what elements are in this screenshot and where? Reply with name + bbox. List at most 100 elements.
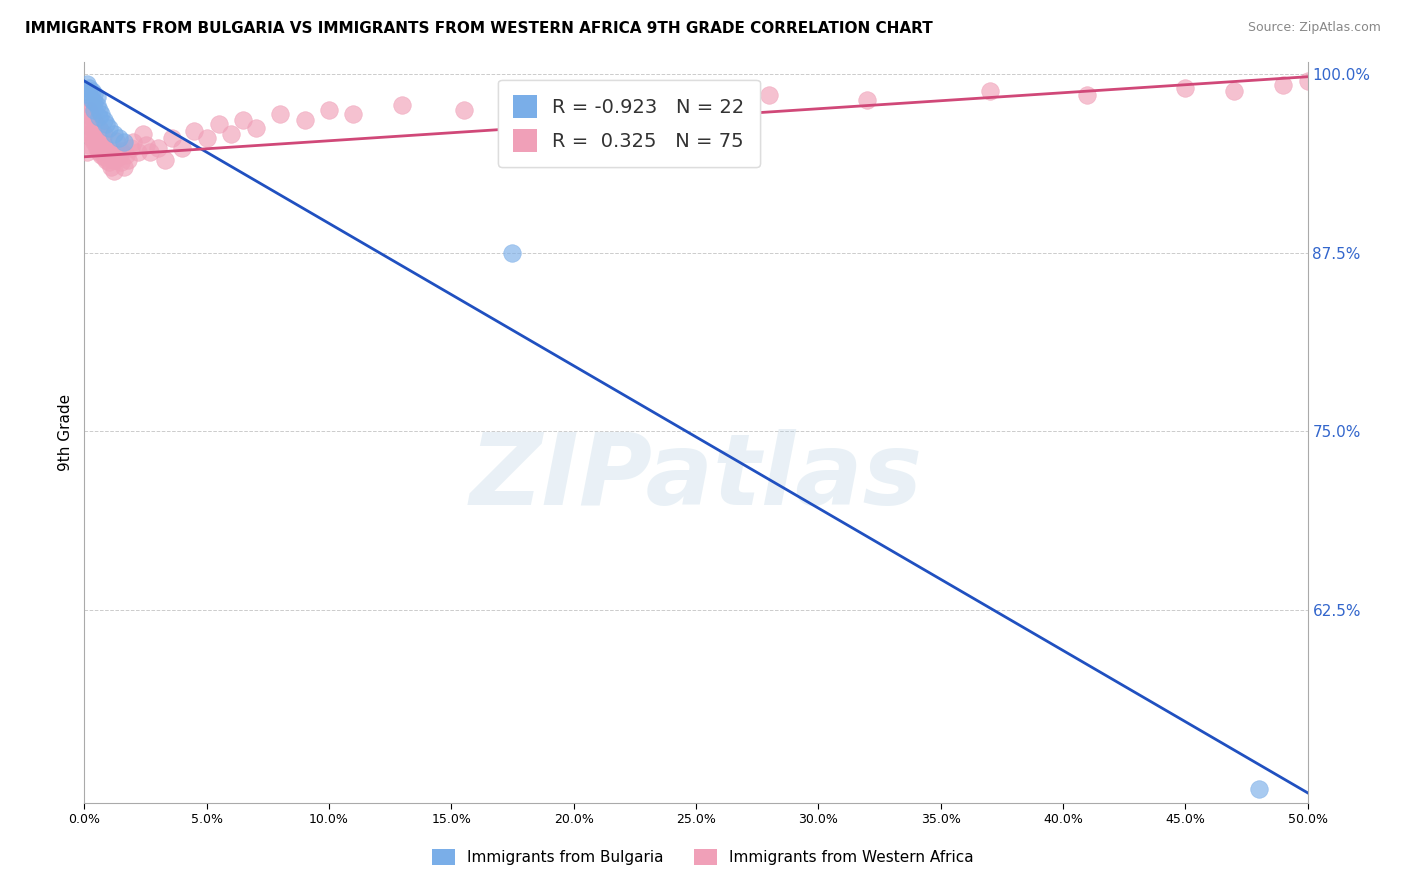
Point	[100, 160, 122, 174]
Point	[139, 145, 162, 160]
Point	[87, 145, 110, 160]
Point	[87, 110, 110, 124]
Point	[513, 95, 536, 110]
Point	[110, 144, 132, 158]
Point	[1223, 84, 1246, 98]
Point	[172, 141, 194, 155]
Point	[342, 107, 364, 121]
Point	[208, 117, 231, 131]
Point	[76, 145, 98, 160]
Point	[80, 84, 103, 98]
Point	[127, 145, 149, 160]
Point	[96, 141, 118, 155]
Point	[1296, 74, 1319, 88]
Point	[83, 124, 105, 138]
Point	[661, 98, 683, 112]
Point	[87, 121, 110, 136]
Point	[77, 112, 100, 127]
Point	[502, 245, 524, 260]
Point	[80, 110, 103, 124]
Point	[162, 131, 184, 145]
Point	[90, 148, 112, 162]
Point	[219, 127, 242, 141]
Point	[77, 127, 100, 141]
Point	[1247, 781, 1270, 796]
Point	[86, 89, 108, 103]
Point	[90, 124, 112, 138]
Point	[758, 88, 780, 103]
Point	[153, 153, 176, 167]
Point	[453, 103, 475, 117]
Point	[87, 134, 110, 148]
Point	[97, 144, 120, 158]
Text: IMMIGRANTS FROM BULGARIA VS IMMIGRANTS FROM WESTERN AFRICA 9TH GRADE CORRELATION: IMMIGRANTS FROM BULGARIA VS IMMIGRANTS F…	[25, 21, 934, 36]
Point	[96, 153, 118, 167]
Point	[107, 131, 129, 145]
Point	[83, 103, 105, 117]
Point	[76, 84, 98, 98]
Point	[294, 112, 316, 127]
Text: Source: ZipAtlas.com: Source: ZipAtlas.com	[1247, 21, 1381, 34]
Point	[105, 145, 128, 160]
Point	[80, 120, 103, 134]
Y-axis label: 9th Grade: 9th Grade	[58, 394, 73, 471]
Point	[132, 127, 155, 141]
Point	[86, 129, 108, 144]
Point	[76, 77, 98, 91]
Point	[80, 98, 103, 112]
Point	[83, 112, 105, 127]
Point	[1174, 81, 1197, 95]
Point	[83, 95, 105, 110]
Point	[146, 141, 169, 155]
Point	[77, 138, 100, 153]
Point	[76, 107, 98, 121]
Point	[93, 112, 115, 127]
Point	[103, 127, 125, 141]
Point	[86, 98, 108, 112]
Point	[391, 98, 413, 112]
Point	[112, 160, 135, 174]
Point	[245, 121, 267, 136]
Point	[83, 136, 105, 150]
Point	[77, 103, 100, 117]
Point	[77, 81, 100, 95]
Point	[83, 87, 105, 101]
Point	[86, 141, 108, 155]
Point	[110, 155, 132, 169]
Point	[103, 164, 125, 178]
Point	[318, 103, 340, 117]
Point	[122, 136, 145, 150]
Point	[77, 88, 100, 103]
Point	[979, 84, 1001, 98]
Point	[93, 150, 115, 164]
Point	[195, 131, 218, 145]
Point	[103, 153, 125, 167]
Point	[90, 107, 112, 121]
Point	[120, 141, 142, 155]
Point	[96, 117, 118, 131]
Point	[105, 134, 128, 148]
Point	[97, 121, 120, 136]
Point	[117, 153, 139, 167]
Point	[115, 148, 138, 162]
Point	[1272, 78, 1295, 93]
Point	[93, 138, 115, 153]
Legend: Immigrants from Bulgaria, Immigrants from Western Africa: Immigrants from Bulgaria, Immigrants fro…	[426, 843, 980, 871]
Point	[232, 112, 254, 127]
Point	[1076, 88, 1098, 103]
Point	[112, 136, 135, 150]
Point	[90, 136, 112, 150]
Point	[856, 93, 879, 107]
Point	[135, 138, 157, 153]
Point	[183, 124, 205, 138]
Legend: R = -0.923   N = 22, R =  0.325   N = 75: R = -0.923 N = 22, R = 0.325 N = 75	[498, 79, 761, 168]
Point	[269, 107, 291, 121]
Point	[86, 119, 108, 133]
Point	[586, 93, 609, 107]
Point	[80, 93, 103, 107]
Text: ZIPatlas: ZIPatlas	[470, 428, 922, 525]
Point	[100, 148, 122, 162]
Point	[97, 155, 120, 169]
Point	[76, 124, 98, 138]
Point	[87, 103, 110, 117]
